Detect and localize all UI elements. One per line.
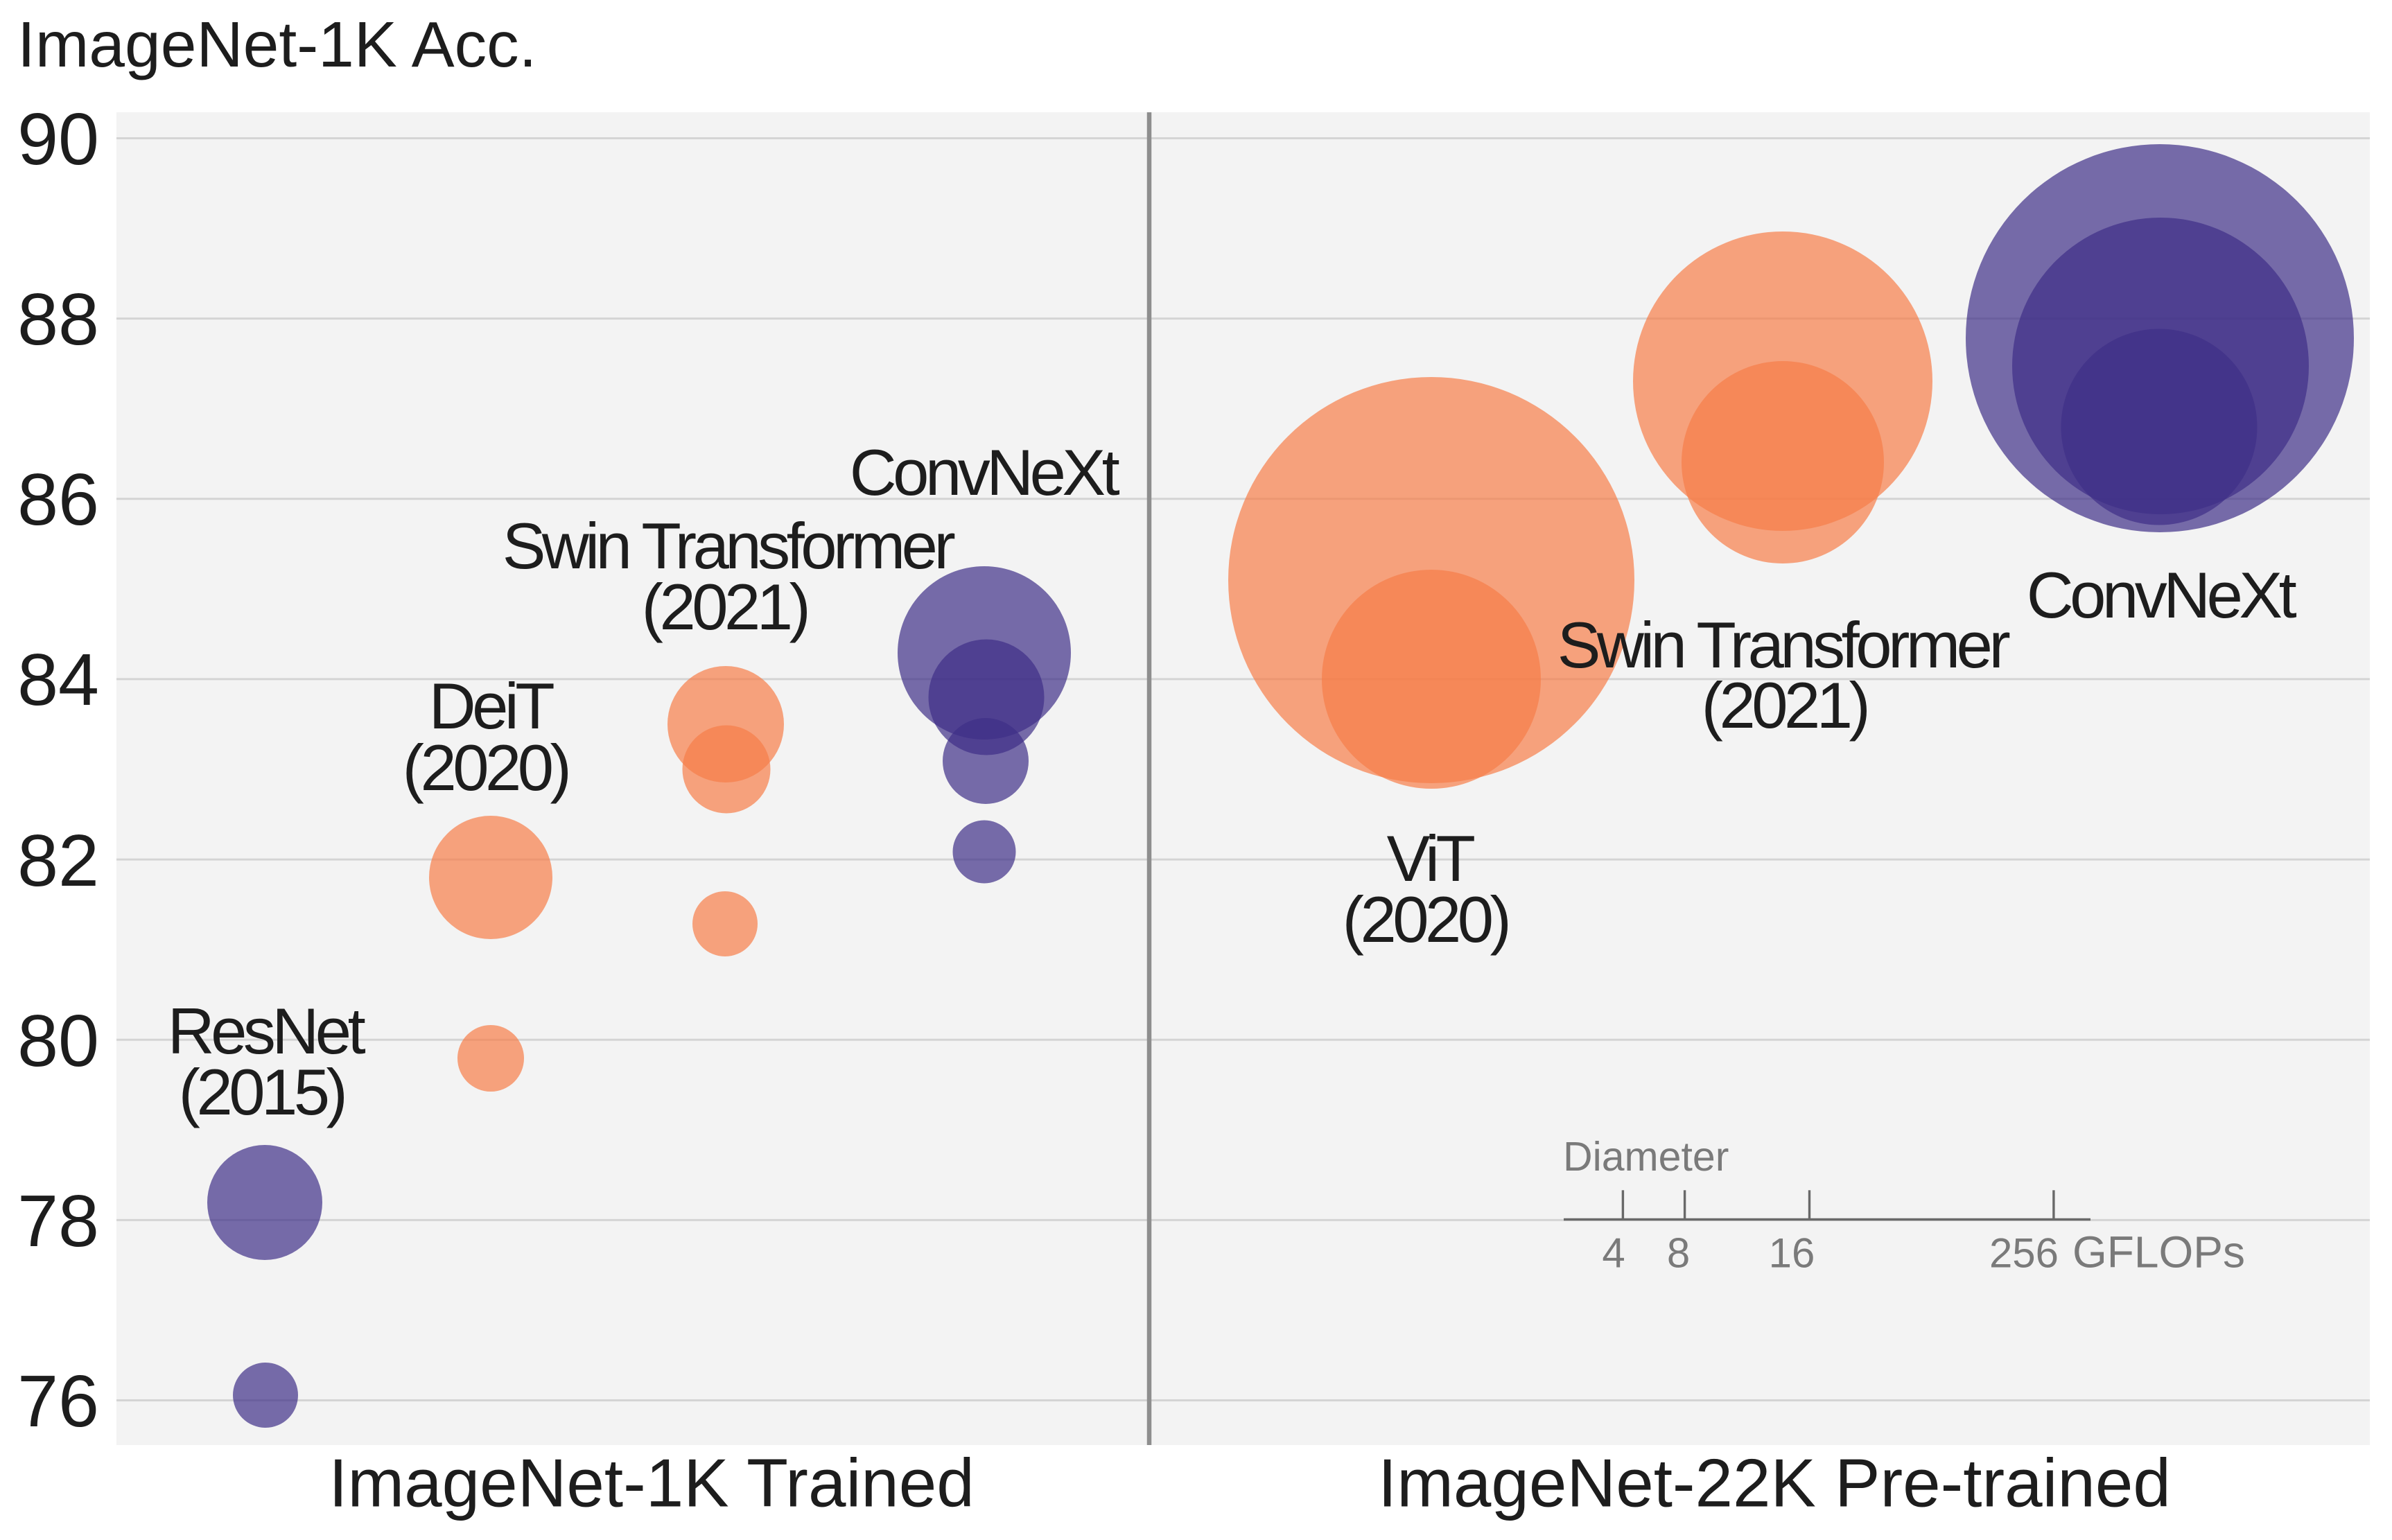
svg-text:(2020): (2020) (403, 731, 568, 804)
svg-text:86: 86 (17, 459, 99, 541)
svg-text:ResNet: ResNet (168, 995, 366, 1067)
svg-text:ImageNet-1K Acc.: ImageNet-1K Acc. (17, 8, 537, 80)
svg-text:Swin Transformer: Swin Transformer (503, 509, 955, 582)
svg-text:ConvNeXt: ConvNeXt (2027, 559, 2297, 631)
svg-text:82: 82 (17, 820, 99, 902)
svg-text:16: 16 (1769, 1230, 1815, 1277)
svg-text:(2015): (2015) (179, 1056, 344, 1128)
svg-text:84: 84 (17, 639, 99, 721)
svg-text:ViT: ViT (1387, 822, 1475, 895)
svg-text:4: 4 (1602, 1230, 1625, 1277)
svg-text:78: 78 (17, 1180, 99, 1262)
svg-text:256: 256 (1989, 1230, 2059, 1277)
svg-text:ConvNeXt: ConvNeXt (850, 436, 1120, 509)
svg-text:Diameter: Diameter (1563, 1134, 1729, 1180)
svg-text:ImageNet-1K Trained: ImageNet-1K Trained (329, 1445, 974, 1521)
svg-text:Swin Transformer: Swin Transformer (1557, 609, 2010, 681)
svg-text:(2021): (2021) (1702, 669, 1867, 742)
svg-text:(2020): (2020) (1343, 883, 1508, 956)
svg-text:ImageNet-22K Pre-trained: ImageNet-22K Pre-trained (1378, 1445, 2171, 1521)
svg-text:80: 80 (17, 1000, 99, 1082)
svg-text:(2021): (2021) (642, 570, 807, 643)
svg-text:90: 90 (17, 98, 99, 180)
svg-text:DeiT: DeiT (429, 670, 555, 742)
svg-text:GFLOPs: GFLOPs (2072, 1227, 2245, 1277)
svg-text:88: 88 (17, 279, 99, 360)
svg-text:76: 76 (17, 1360, 99, 1442)
svg-text:8: 8 (1667, 1230, 1690, 1277)
